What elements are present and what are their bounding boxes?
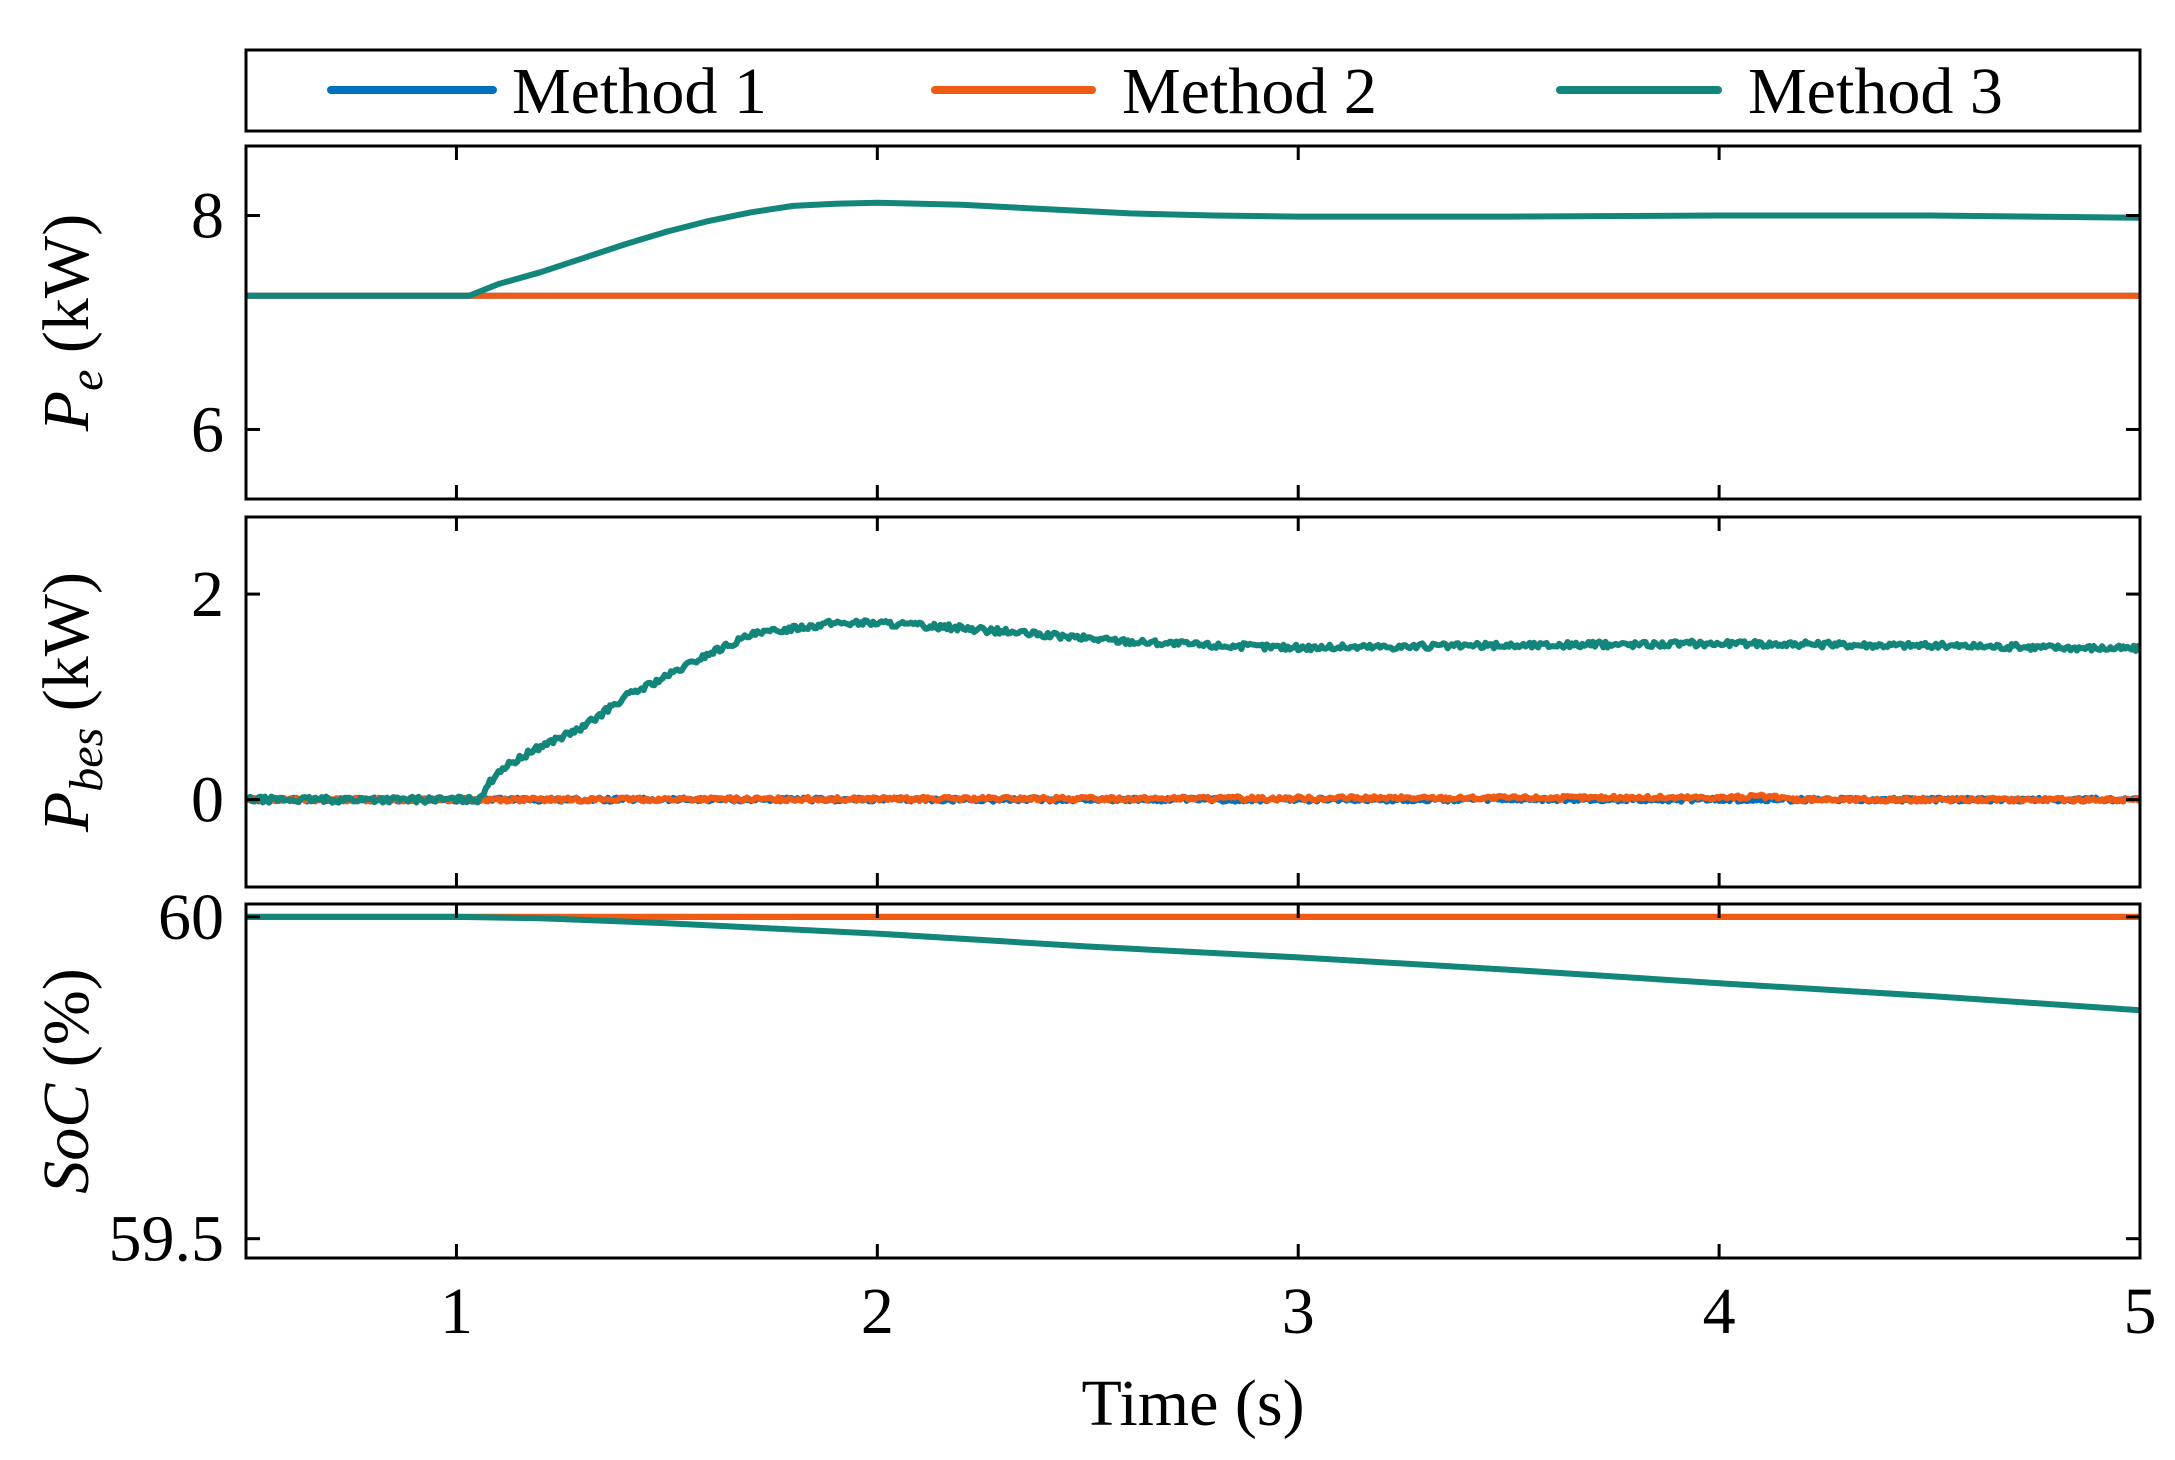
panel-frame-pe xyxy=(244,144,2142,501)
legend-label-1: Method 1 xyxy=(512,55,767,128)
series-pbes-method-3 xyxy=(246,617,2140,806)
y-axis-title-pe: Pe (kW) xyxy=(30,214,113,432)
y-tick-label-pbes: 2 xyxy=(191,558,224,631)
panel-frame-pbes xyxy=(244,515,2142,889)
y-tick-label-soc: 60 xyxy=(158,881,224,954)
y-axis-title-pbes: Pbes (kW) xyxy=(30,572,113,833)
y-tick-label-pbes: 0 xyxy=(191,764,224,837)
y-axis-title-soc: SoC (%) xyxy=(30,968,103,1193)
x-tick-label-4: 4 xyxy=(1703,1275,1736,1348)
series-pbes-method-2 xyxy=(246,791,2140,805)
x-axis-title: Time (s) xyxy=(1081,1367,1304,1440)
x-tick-label-3: 3 xyxy=(1282,1275,1315,1348)
y-tick-label-soc: 59.5 xyxy=(109,1203,225,1276)
series-soc-method-3 xyxy=(246,913,2140,1014)
x-tick-label-2: 2 xyxy=(861,1275,894,1348)
legend-label-2: Method 2 xyxy=(1122,55,1377,128)
legend-box xyxy=(244,48,2142,133)
y-tick-label-pe: 6 xyxy=(191,393,224,466)
y-tick-label-pe: 8 xyxy=(191,180,224,253)
panel-frame-soc xyxy=(244,902,2142,1260)
x-tick-label-5: 5 xyxy=(2124,1275,2157,1348)
legend-label-3: Method 3 xyxy=(1748,55,2003,128)
x-tick-label-1: 1 xyxy=(440,1275,473,1348)
series-pe-method-3 xyxy=(246,199,2140,299)
